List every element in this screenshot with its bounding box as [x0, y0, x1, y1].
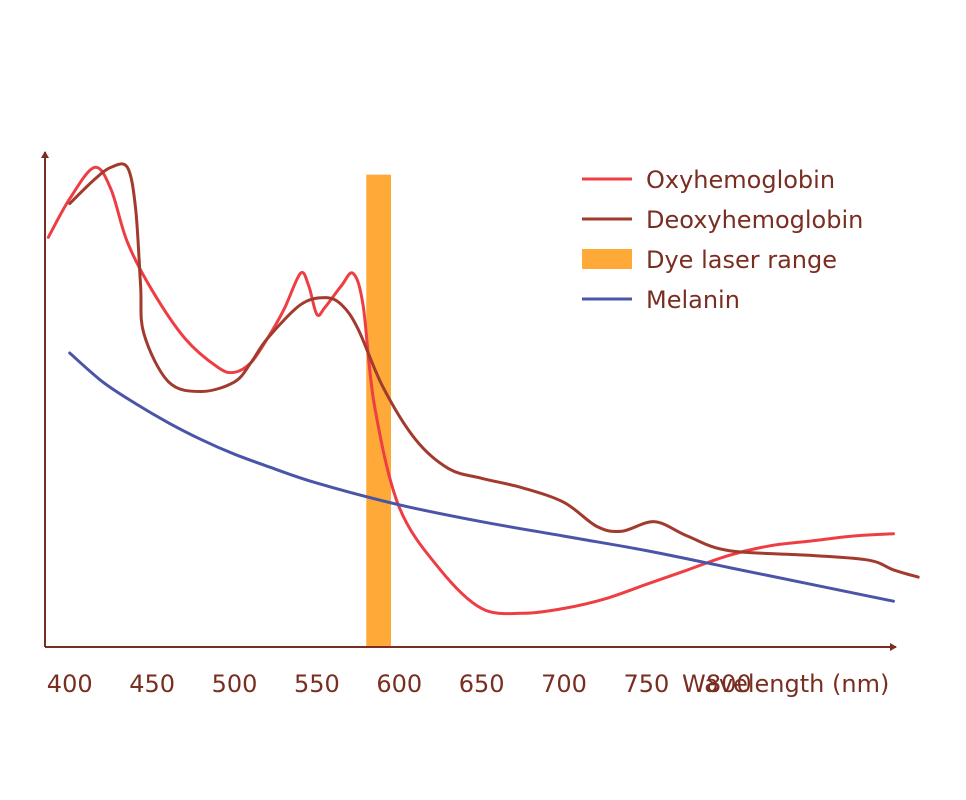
series-line-oxyhemoglobin	[46, 165, 895, 616]
x-tick-label-450: 450	[129, 670, 175, 698]
legend-label-melanin: Melanin	[646, 286, 740, 314]
x-tick-label-700: 700	[541, 670, 587, 698]
series-line-melanin	[68, 351, 895, 603]
x-tick-label-600: 600	[376, 670, 422, 698]
legend: Oxyhemoglobin Deoxyhemoglobin Dye laser ra…	[582, 166, 863, 314]
x-tick-label-550: 550	[294, 670, 340, 698]
legend-label-dye-laser-range: Dye laser range	[646, 246, 837, 274]
dye-laser-band	[366, 174, 391, 647]
legend-label-oxyhemoglobin: Oxyhemoglobin	[646, 166, 835, 194]
band-layer	[366, 174, 391, 647]
x-tick-label-800: 800	[706, 670, 752, 698]
legend-swatch-dye-laser-range	[582, 249, 632, 269]
series-layer	[46, 162, 920, 616]
x-tick-labels: 400 450 500 550 600 650 700 750 800	[47, 670, 752, 698]
x-axis-title: Wavelength (nm)	[682, 670, 889, 698]
series-line-deoxyhemoglobin	[68, 162, 920, 579]
x-tick-label-500: 500	[212, 670, 258, 698]
x-tick-label-650: 650	[459, 670, 505, 698]
x-tick-label-400: 400	[47, 670, 93, 698]
legend-label-deoxyhemoglobin: Deoxyhemoglobin	[646, 206, 863, 234]
x-tick-label-750: 750	[623, 670, 669, 698]
